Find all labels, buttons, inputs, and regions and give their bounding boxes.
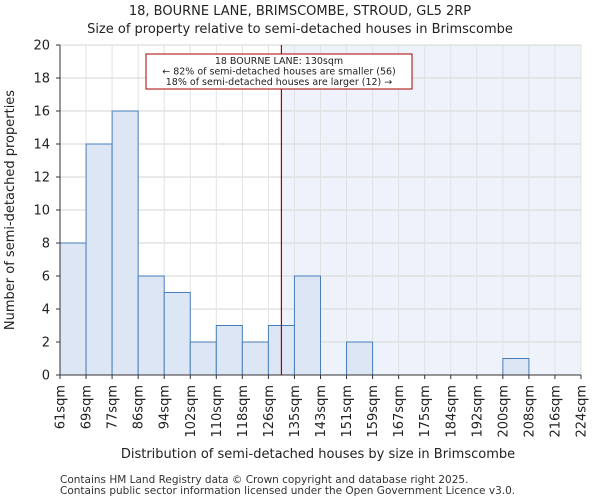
bar (215, 325, 243, 376)
x-tick-label: 102sqm (184, 385, 199, 438)
bar (189, 341, 217, 376)
x-tick-label: 135sqm (288, 385, 303, 438)
y-tick-label: 0 (42, 369, 50, 384)
x-tick-label: 200sqm (496, 385, 511, 438)
x-tick-label: 175sqm (418, 385, 433, 438)
y-tick-label: 4 (42, 303, 50, 318)
footer-line-2: Contains public sector information licen… (60, 485, 515, 497)
x-tick-label: 192sqm (470, 385, 485, 438)
x-tick-label: 167sqm (392, 385, 407, 438)
bar (85, 143, 113, 376)
y-tick-label: 8 (42, 237, 50, 252)
x-tick-label: 77sqm (106, 385, 121, 429)
bar (111, 110, 139, 376)
bar (293, 275, 322, 376)
bar (346, 341, 374, 376)
bar (502, 358, 530, 376)
y-tick-label: 2 (42, 336, 50, 351)
x-tick-label: 126sqm (262, 385, 277, 438)
bar (137, 275, 165, 376)
x-tick-label: 224sqm (575, 385, 590, 438)
y-tick-label: 12 (33, 171, 50, 186)
x-tick-label: 110sqm (210, 385, 225, 438)
x-tick-label: 94sqm (158, 385, 173, 429)
annotation-title: 18 BOURNE LANE: 130sqm (215, 56, 343, 67)
bar (59, 242, 87, 376)
footer-line-1: Contains HM Land Registry data © Crown c… (60, 474, 468, 486)
y-tick-label: 6 (42, 270, 50, 285)
y-tick-label: 14 (33, 138, 50, 153)
annotation-smaller: ← 82% of semi-detached houses are smalle… (162, 67, 396, 78)
y-tick-label: 16 (33, 105, 50, 120)
chart-title: 18, BOURNE LANE, BRIMSCOMBE, STROUD, GL5… (129, 4, 471, 19)
bar (241, 341, 269, 376)
x-tick-label: 184sqm (444, 385, 459, 438)
x-tick-label: 69sqm (80, 385, 95, 429)
x-tick-label: 159sqm (366, 385, 381, 438)
x-tick-label: 208sqm (522, 385, 537, 438)
bar (163, 292, 191, 376)
x-tick-label: 216sqm (548, 385, 563, 438)
x-tick-label: 61sqm (54, 385, 69, 429)
y-axis-label: Number of semi-detached properties (3, 90, 18, 330)
annotation-box (145, 53, 413, 90)
x-tick-label: 118sqm (236, 385, 251, 438)
x-tick-label: 143sqm (314, 385, 329, 438)
y-tick-label: 18 (33, 72, 50, 87)
annotation-larger: 18% of semi-detached houses are larger (… (166, 77, 393, 88)
y-tick-label: 10 (33, 204, 50, 219)
chart-subtitle: Size of property relative to semi-detach… (87, 22, 513, 37)
x-tick-label: 151sqm (340, 385, 355, 438)
x-axis-label: Distribution of semi-detached houses by … (121, 447, 515, 462)
y-tick-label: 20 (33, 39, 50, 54)
x-tick-label: 86sqm (132, 385, 147, 429)
